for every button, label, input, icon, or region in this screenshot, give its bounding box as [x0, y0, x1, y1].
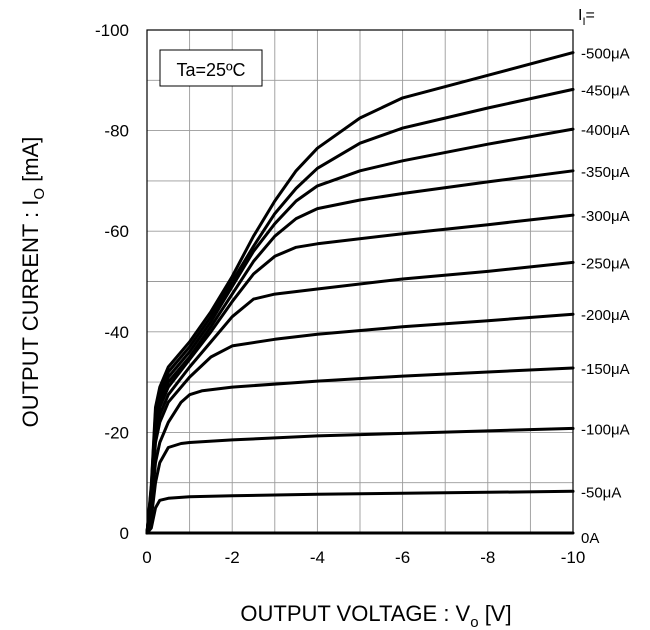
series-label: -200μA	[581, 307, 630, 324]
series-label: -100μA	[581, 421, 630, 438]
y-tick-label: -80	[104, 122, 129, 141]
series-label: -400μA	[581, 122, 630, 139]
y-axis-title-unit: [mA]	[18, 137, 43, 188]
x-axis-title-main: OUTPUT VOLTAGE : V	[240, 601, 470, 626]
curves	[145, 51, 575, 535]
y-tick-label: -100	[95, 21, 129, 40]
series-label: 0A	[581, 530, 599, 547]
x-tick-label: -6	[395, 548, 410, 567]
series-label: -150μA	[581, 361, 630, 378]
annotation-text: Ta=25ºC	[176, 60, 245, 80]
series-label: -350μA	[581, 164, 630, 181]
x-tick-label: 0	[142, 548, 151, 567]
x-axis-title-sub: o	[470, 614, 478, 630]
series-line	[145, 51, 575, 535]
series-header-main: I	[578, 7, 582, 24]
x-tick-label: -2	[225, 548, 240, 567]
x-axis-title-unit: [V]	[479, 601, 512, 626]
y-axis-title: OUTPUT CURRENT : IO [mA]	[18, 137, 48, 428]
y-tick-label: -20	[104, 423, 129, 442]
series-header-sub: I	[582, 16, 585, 28]
grid	[147, 30, 573, 533]
x-tick-label: -4	[310, 548, 325, 567]
x-tick-labels: 0 -2 -4 -6 -8 -10	[142, 548, 585, 567]
y-tick-label: -60	[104, 222, 129, 241]
y-tick-label: 0	[120, 524, 129, 543]
y-axis-title-main: OUTPUT CURRENT : I	[18, 200, 43, 428]
series-header-suffix: =	[586, 7, 595, 24]
y-tick-labels: 0 -20 -40 -60 -80 -100	[95, 21, 129, 543]
annotation-box: Ta=25ºC	[159, 49, 263, 87]
x-axis-title: OUTPUT VOLTAGE : Vo [V]	[240, 601, 511, 630]
y-tick-label: -40	[104, 323, 129, 342]
series-label: -50μA	[581, 484, 621, 501]
curve-labels: 0A -50μA -100μA -150μA -200μA -250μA -300μA -35…	[581, 46, 630, 547]
series-label: -500μA	[581, 46, 630, 63]
x-tick-label: -8	[480, 548, 495, 567]
series-line	[145, 489, 575, 535]
series-header: II=	[578, 7, 595, 28]
series-line	[145, 426, 575, 535]
annotation-frame	[159, 49, 263, 87]
series-label: -450μA	[581, 82, 630, 99]
y-axis-title-sub: O	[31, 188, 48, 200]
series-label: -300μA	[581, 208, 630, 225]
x-tick-label: -10	[561, 548, 586, 567]
series-label: -250μA	[581, 255, 630, 272]
